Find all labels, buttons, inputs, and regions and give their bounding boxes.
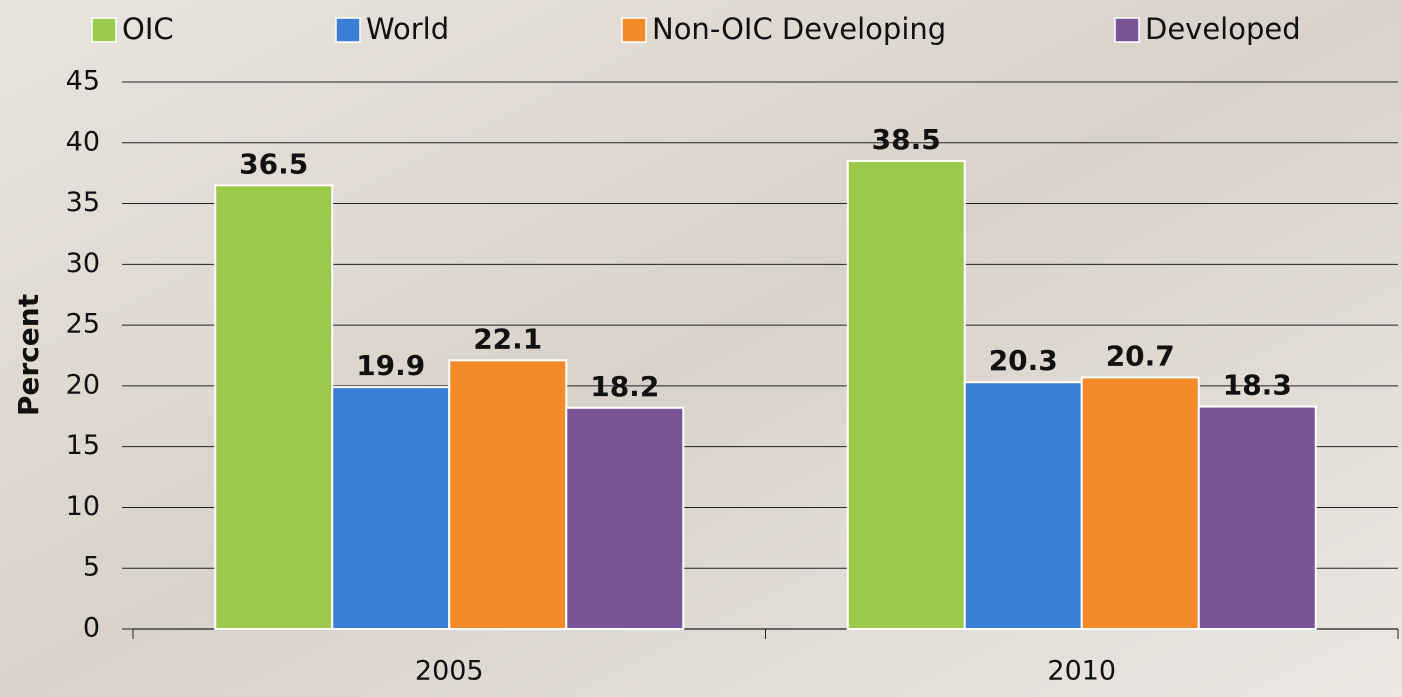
legend-label: Non-OIC Developing <box>652 12 946 46</box>
x-tick-label: 2010 <box>1047 656 1116 687</box>
y-tick-label: 35 <box>66 187 100 218</box>
y-axis-title: Percent <box>12 294 45 416</box>
y-tick-label: 0 <box>83 613 100 644</box>
value-label: 22.1 <box>473 322 542 355</box>
bar <box>449 360 566 629</box>
bar <box>215 185 332 629</box>
y-tick-label: 30 <box>66 248 100 279</box>
y-tick-label: 15 <box>66 430 100 461</box>
bar <box>566 408 683 629</box>
y-tick-label: 10 <box>66 491 100 522</box>
y-tick-label: 5 <box>83 552 100 583</box>
value-label: 36.5 <box>239 147 308 180</box>
chart: Percent 0 5 10 15 20 25 30 35 40 45 2005 36.5 19.9 22… <box>0 0 1402 697</box>
bar <box>1199 407 1316 629</box>
legend-label: World <box>366 12 449 46</box>
legend-label: Developed <box>1145 12 1301 46</box>
value-label: 20.7 <box>1106 339 1175 372</box>
legend-swatch <box>622 18 646 42</box>
legend-label: OIC <box>122 12 174 46</box>
bar <box>848 161 965 629</box>
bar <box>1082 377 1199 629</box>
y-tick-label: 25 <box>66 309 100 340</box>
value-label: 18.3 <box>1223 369 1292 402</box>
legend-swatch <box>92 18 116 42</box>
value-label: 38.5 <box>872 123 941 156</box>
x-tick-label: 2005 <box>415 656 484 687</box>
bar <box>332 387 449 629</box>
value-label: 20.3 <box>989 344 1058 377</box>
legend-swatch <box>336 18 360 42</box>
y-tick-label: 40 <box>66 126 100 157</box>
y-tick-label: 20 <box>66 369 100 400</box>
y-tick-label: 45 <box>66 66 100 97</box>
bar <box>965 382 1082 629</box>
value-label: 18.2 <box>590 370 659 403</box>
value-label: 19.9 <box>356 349 425 382</box>
legend-swatch <box>1115 18 1139 42</box>
